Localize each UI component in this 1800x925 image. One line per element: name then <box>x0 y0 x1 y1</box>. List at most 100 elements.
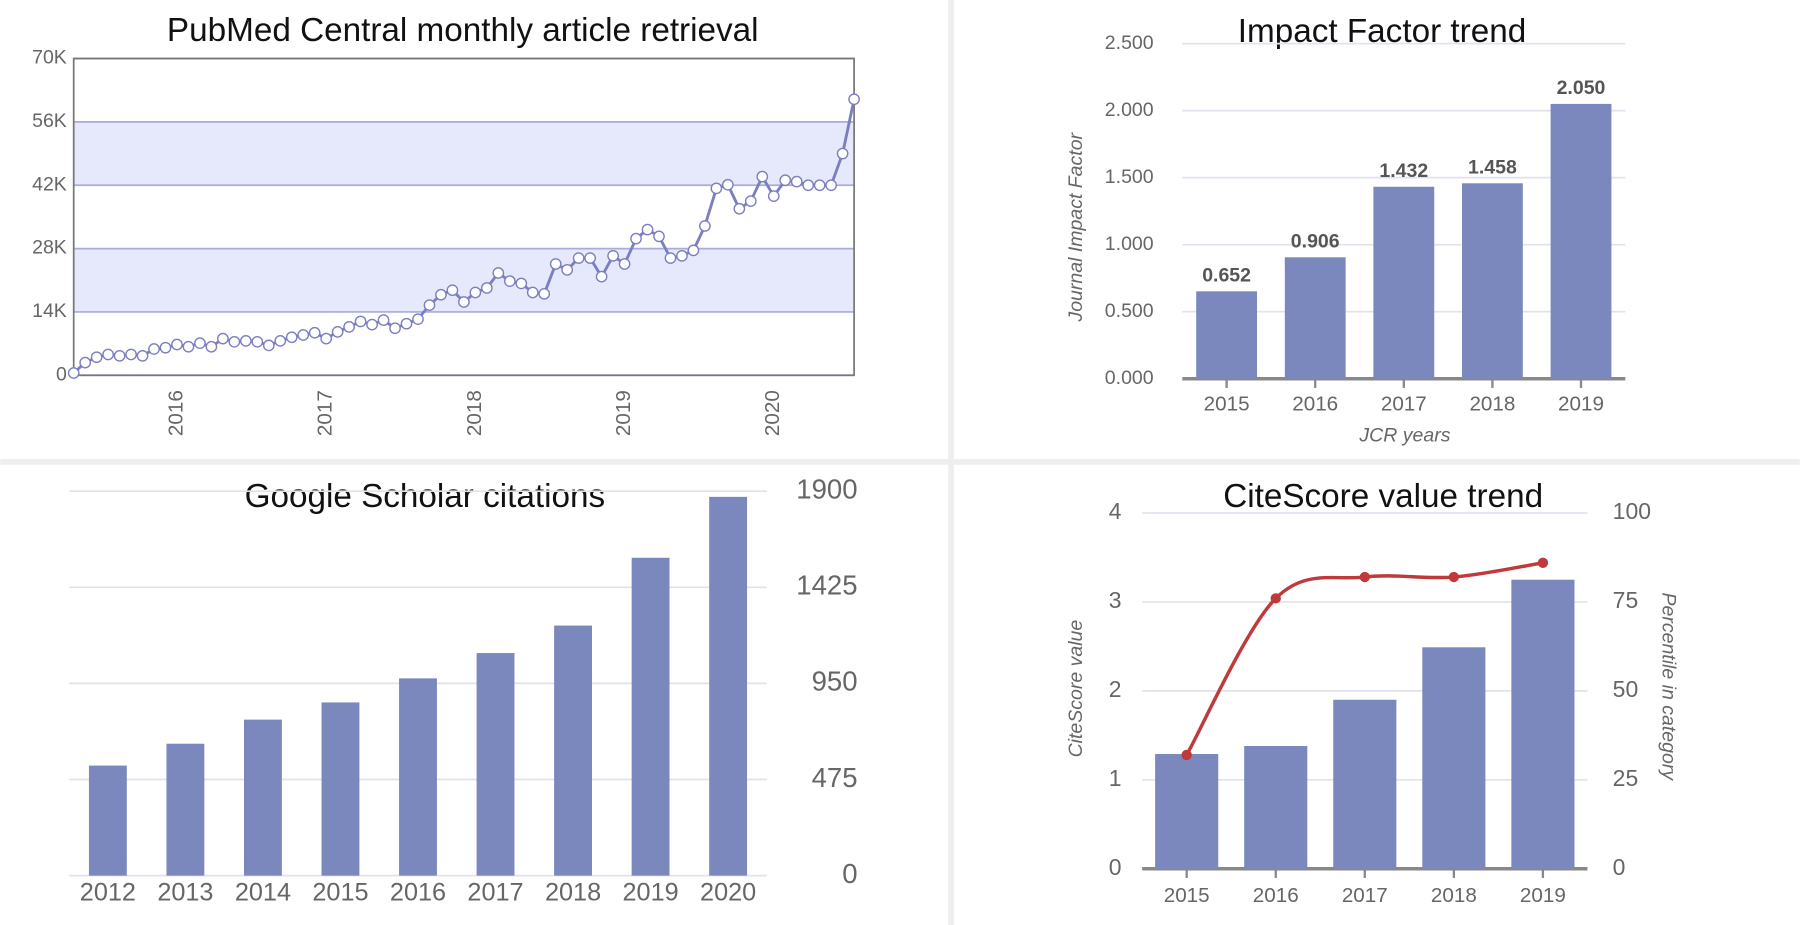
chart-title: CiteScore value trend <box>1223 478 1543 515</box>
data-point <box>492 267 505 279</box>
y-tick-label: 0.500 <box>1105 300 1154 322</box>
bar <box>1511 579 1575 869</box>
y-tick-label: 1.000 <box>1105 233 1154 255</box>
x-tick-label: 2017 <box>1381 393 1427 416</box>
y-tick-label: 14K <box>32 300 67 322</box>
bar <box>243 719 282 876</box>
data-point <box>790 175 803 188</box>
bar <box>1333 699 1397 869</box>
y-tick-label: 475 <box>812 762 858 793</box>
x-tick-label: 2019 <box>1520 884 1566 907</box>
data-point <box>217 332 229 345</box>
data-point <box>331 325 344 338</box>
bar <box>631 557 670 876</box>
y-tick-label: 1.500 <box>1105 166 1154 188</box>
bar <box>1155 754 1219 869</box>
y-tick-label: 2.500 <box>1105 32 1154 54</box>
x-tick-label: 2012 <box>80 879 136 907</box>
data-point <box>653 230 665 243</box>
data-point <box>825 179 837 192</box>
y2-tick-label: 25 <box>1613 765 1639 791</box>
y2-tick-label: 75 <box>1613 587 1639 613</box>
data-point <box>320 332 333 345</box>
data-point <box>744 195 757 207</box>
y-axis-label: CiteScore value <box>1065 620 1087 758</box>
bar <box>1196 291 1258 379</box>
y-axis-label: Journal Impact Factor <box>1065 131 1087 322</box>
value-label: 1.432 <box>1379 160 1428 182</box>
x-tick-label: 2018 <box>545 879 601 907</box>
data-point <box>125 348 137 361</box>
bar <box>1550 103 1612 379</box>
x-tick-label: 2016 <box>390 879 446 907</box>
data-point <box>1270 593 1281 604</box>
data-point <box>641 223 654 236</box>
data-point <box>469 286 482 299</box>
x-tick-label: 2017 <box>467 879 523 907</box>
data-point <box>285 331 298 344</box>
data-point <box>584 252 596 264</box>
data-point <box>102 348 114 361</box>
data-point <box>1359 571 1370 583</box>
data-point <box>526 286 539 299</box>
bar <box>1373 186 1435 379</box>
bar <box>554 625 592 876</box>
plot-band <box>73 121 855 186</box>
chart-title: Impact Factor trend <box>1238 13 1526 50</box>
bar <box>88 765 127 876</box>
x-tick-label: 2018 <box>1431 884 1477 907</box>
y-tick-label: 0 <box>1109 854 1122 880</box>
y-tick-label: 950 <box>812 666 858 697</box>
data-point <box>90 351 103 364</box>
y-tick-label: 28K <box>32 237 67 259</box>
data-point <box>171 338 183 351</box>
data-point <box>733 202 746 215</box>
data-point <box>113 349 126 362</box>
data-point <box>607 249 619 262</box>
data-point <box>767 190 780 202</box>
data-point <box>813 179 826 192</box>
x-tick-label: 2016 <box>1253 884 1299 907</box>
data-point <box>503 275 516 288</box>
data-point <box>549 258 562 270</box>
y-tick-label: 0 <box>842 858 857 889</box>
y-tick-label: 4 <box>1109 498 1122 524</box>
data-point <box>182 340 195 353</box>
x-tick-label: 2019 <box>623 879 679 907</box>
y-tick-label: 2.000 <box>1105 99 1154 121</box>
data-point <box>1181 749 1192 761</box>
bar <box>1462 183 1523 379</box>
x-tick-label: 2020 <box>700 879 756 907</box>
data-point <box>389 322 401 335</box>
bar <box>476 653 515 876</box>
data-point <box>412 313 424 326</box>
data-point <box>1448 571 1460 583</box>
data-point <box>79 356 92 369</box>
x-tick-label: 2017 <box>1342 884 1388 907</box>
x-tick-label: 2013 <box>157 879 213 907</box>
bar <box>399 678 437 876</box>
y-tick-label: 2 <box>1109 676 1122 702</box>
data-point <box>159 341 172 354</box>
y-tick-label: 1900 <box>796 473 857 504</box>
data-point <box>205 340 218 353</box>
data-point <box>400 317 413 330</box>
data-point <box>435 288 447 301</box>
data-point <box>515 277 528 290</box>
data-point <box>251 335 264 348</box>
data-point <box>572 252 585 264</box>
y-tick-label: 1425 <box>796 570 857 601</box>
bar <box>709 496 748 876</box>
data-point <box>699 220 711 232</box>
data-point <box>779 174 792 187</box>
data-point <box>538 287 551 300</box>
y2-tick-label: 0 <box>1613 854 1626 880</box>
y2-tick-label: 50 <box>1613 676 1639 702</box>
data-point <box>802 179 815 192</box>
data-point <box>722 178 734 191</box>
data-point <box>377 314 390 326</box>
x-tick-label: 2014 <box>235 879 291 907</box>
chart-title: PubMed Central monthly article retrieval <box>167 12 759 49</box>
x-tick-label: 2015 <box>312 879 368 907</box>
